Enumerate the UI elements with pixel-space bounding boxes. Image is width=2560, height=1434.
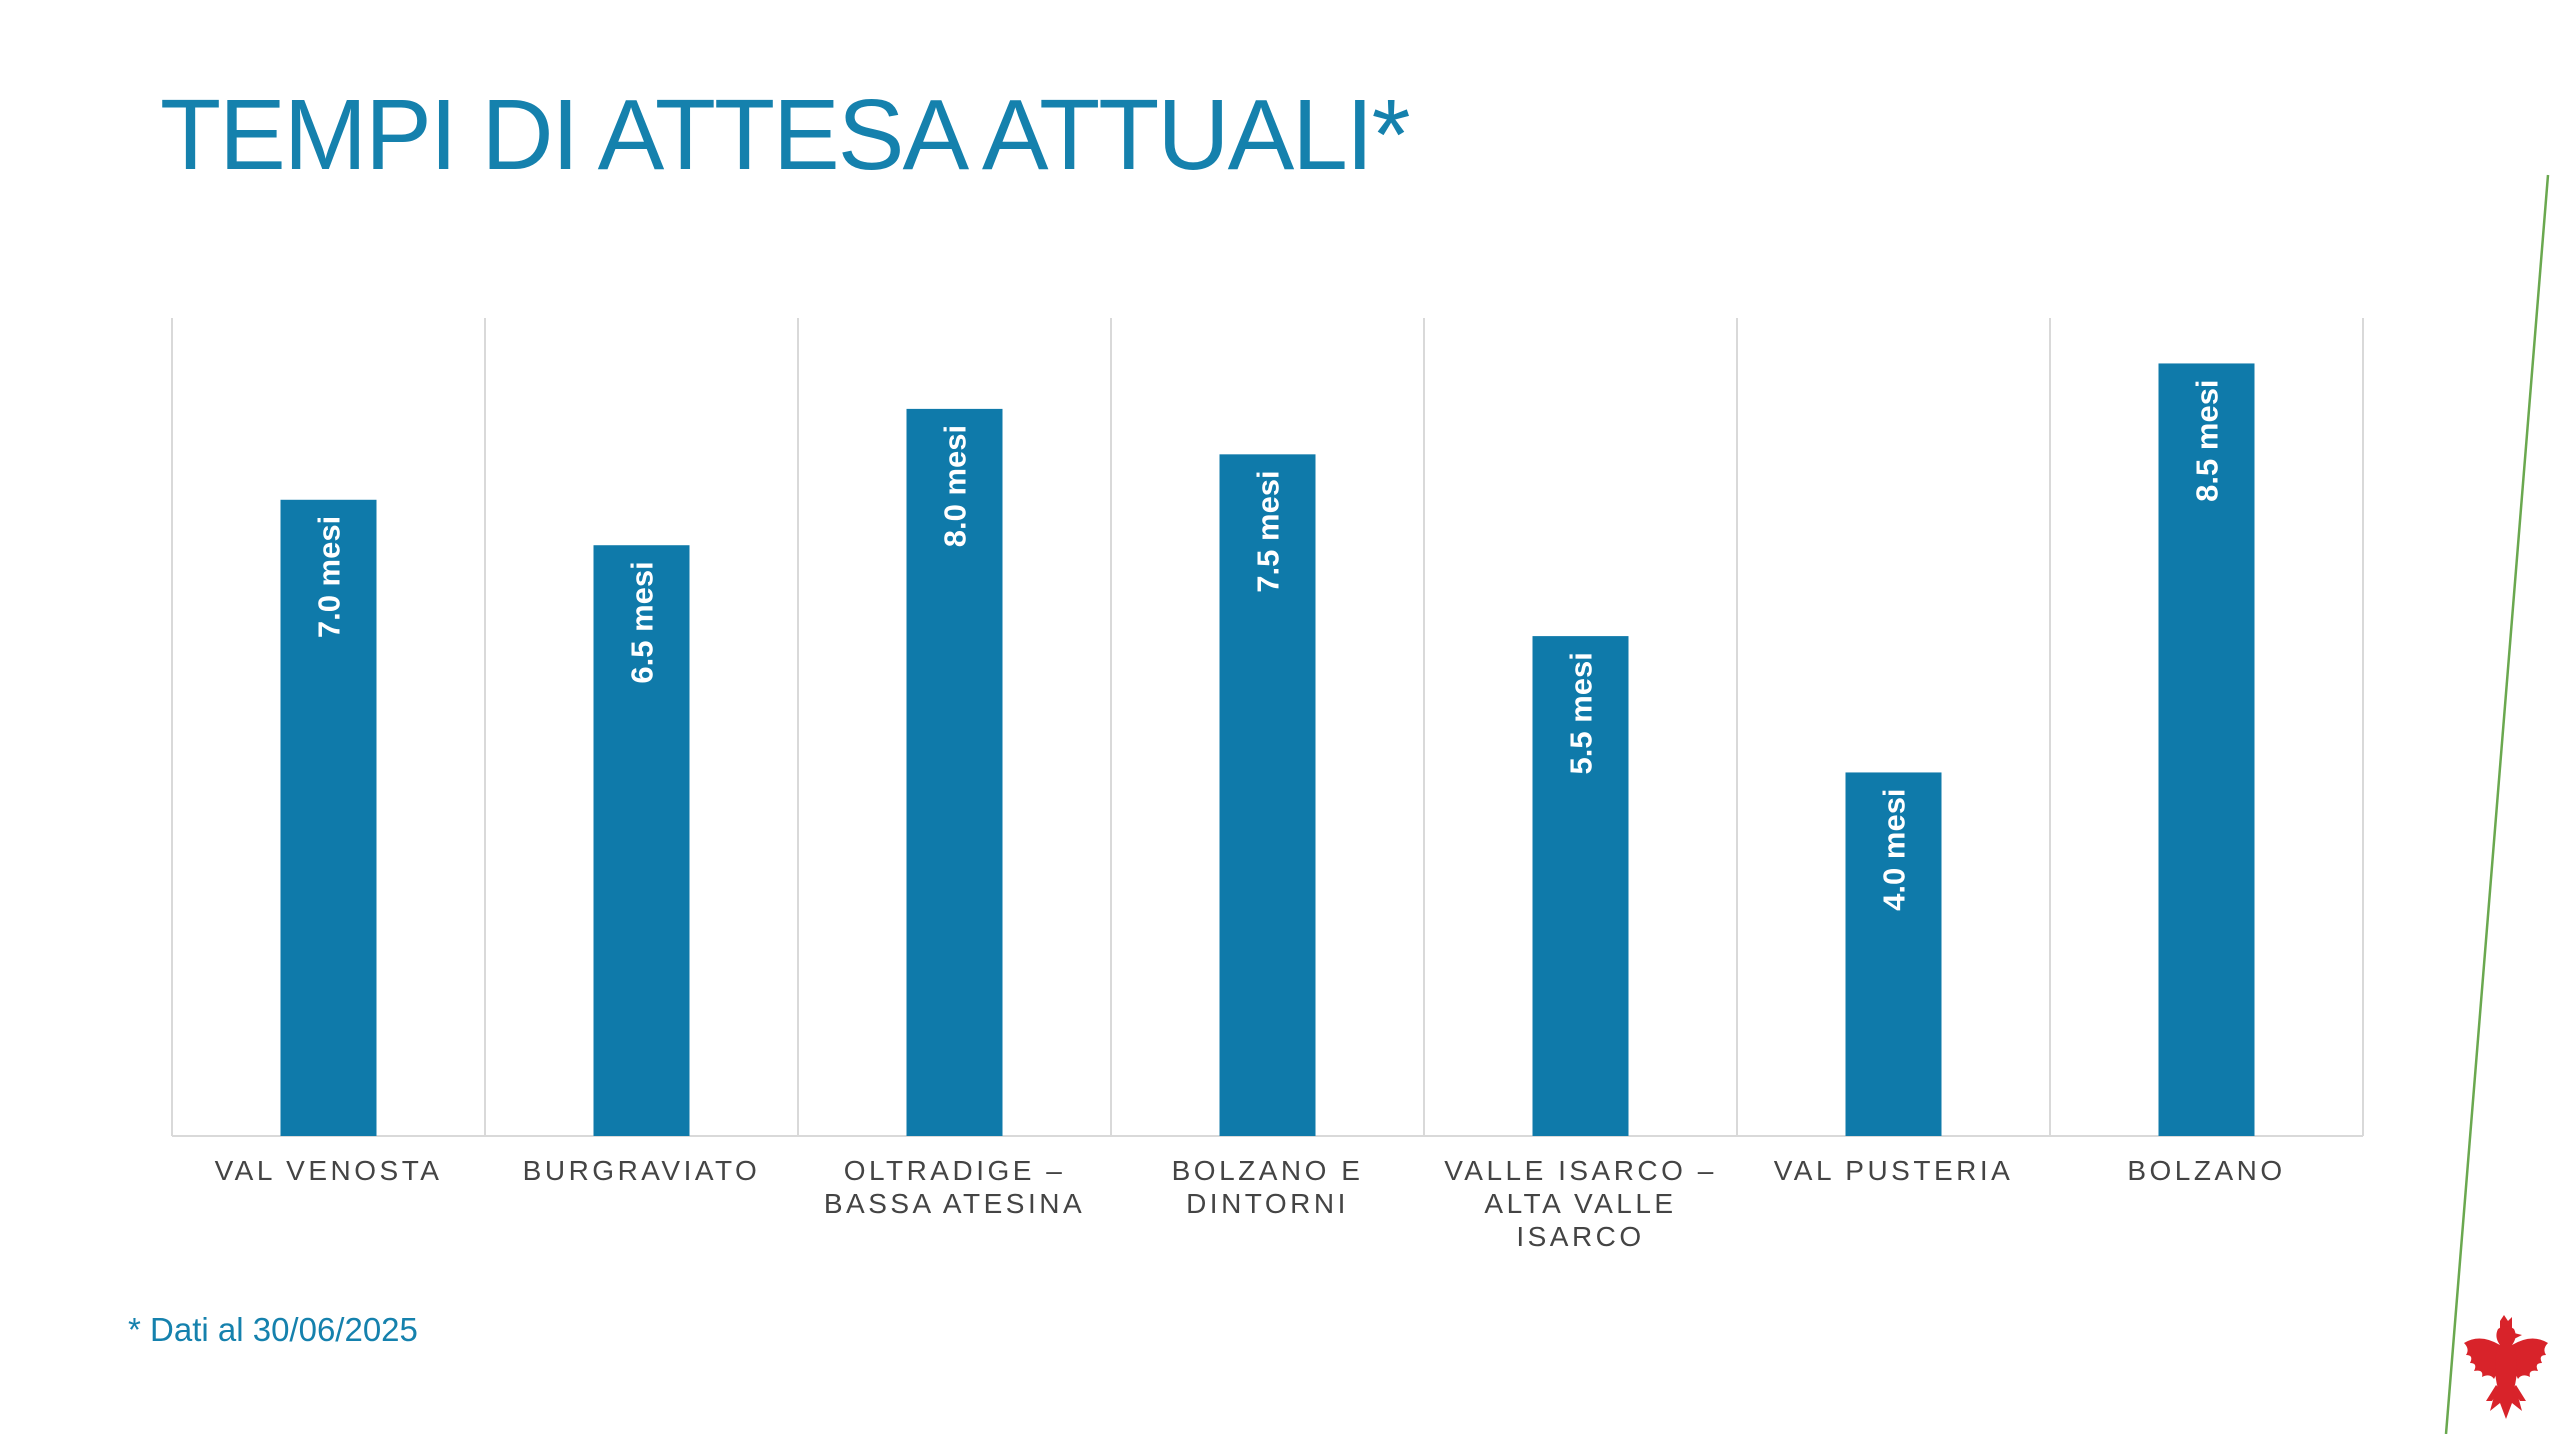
bar xyxy=(593,545,690,1136)
chart-data-labels: 7.0 mesi 6.5 mesi 8.0 mesi 7.5 mesi 5.5 mesi… xyxy=(312,379,2225,910)
bar-data-label: 7.0 mesi xyxy=(312,516,347,638)
eagle-coat-of-arms-icon xyxy=(2464,1315,2548,1419)
bar xyxy=(2158,363,2255,1136)
bar-data-label: 4.0 mesi xyxy=(1877,788,1912,910)
bar-chart: 7.0 mesi 6.5 mesi 8.0 mesi 7.5 mesi 5.5 mesi… xyxy=(171,318,2364,1252)
bar xyxy=(280,499,377,1136)
chart-bars xyxy=(280,363,2255,1136)
bar xyxy=(1532,636,1629,1136)
bar-data-label: 8.5 mesi xyxy=(2190,379,2225,501)
bar-data-label: 5.5 mesi xyxy=(1564,652,1599,774)
page-title: TEMPI DI ATTESA ATTUALI* xyxy=(160,79,1411,191)
category-label: VAL PUSTERIA xyxy=(1774,1155,2014,1186)
category-label: BURGRAVIATO xyxy=(523,1155,761,1186)
category-label: BOLZANO xyxy=(2127,1155,2285,1186)
bar xyxy=(1845,772,1942,1136)
footnote: * Dati al 30/06/2025 xyxy=(128,1311,418,1348)
chart-category-labels: VAL VENOSTA BURGRAVIATO OLTRADIGE –BASSA A… xyxy=(215,1155,2285,1252)
bar xyxy=(1219,454,1316,1136)
bar-data-label: 6.5 mesi xyxy=(625,561,660,683)
category-label: ISARCO xyxy=(1516,1221,1644,1252)
category-label: BASSA ATESINA xyxy=(824,1188,1085,1219)
category-label: BOLZANO E xyxy=(1172,1155,1364,1186)
category-label: DINTORNI xyxy=(1186,1188,1349,1219)
category-label: OLTRADIGE – xyxy=(844,1155,1066,1186)
category-label: ALTA VALLE xyxy=(1484,1188,1676,1219)
bar xyxy=(906,408,1003,1136)
bar-data-label: 8.0 mesi xyxy=(938,425,973,547)
category-label: VAL VENOSTA xyxy=(215,1155,443,1186)
bar-data-label: 7.5 mesi xyxy=(1251,470,1286,592)
category-label: VALLE ISARCO – xyxy=(1444,1155,1717,1186)
